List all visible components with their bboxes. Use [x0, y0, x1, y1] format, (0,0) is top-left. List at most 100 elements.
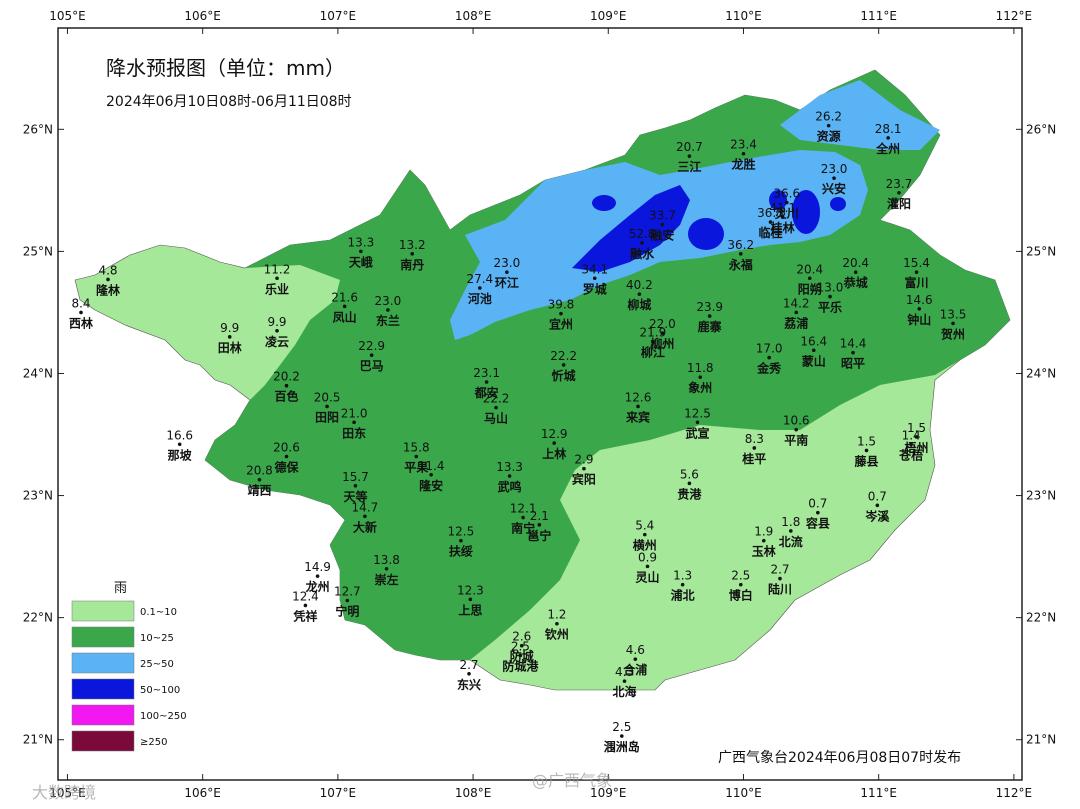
station: 23.0 兴安	[821, 162, 848, 196]
station-name: 巴马	[360, 359, 384, 373]
station: 23.9 鹿寨	[696, 300, 723, 334]
station: 36.6 灵川	[773, 187, 800, 221]
station-value: 22.2	[483, 392, 510, 406]
station-name: 平乐	[818, 300, 842, 315]
station-name: 罗城	[583, 281, 607, 296]
station-name: 北流	[779, 534, 803, 549]
station-dot	[828, 294, 832, 299]
lon-tick-label: 112°E	[996, 786, 1033, 800]
station-name: 临桂	[759, 225, 783, 240]
station-value: 21.6	[331, 290, 358, 304]
station-value: 23.0	[494, 256, 521, 270]
station-value: 2.7	[770, 563, 789, 577]
station: 20.8 靖西	[246, 464, 273, 498]
station: 16.4 蒙山	[800, 334, 827, 368]
station-dot	[275, 276, 279, 281]
station: 13.3 天峨	[347, 235, 374, 269]
station-name: 隆安	[419, 478, 443, 493]
station-name: 资源	[817, 129, 841, 144]
station-name: 马山	[484, 411, 508, 426]
station-dot	[738, 252, 743, 256]
lat-tick-label: 21°N	[1026, 733, 1056, 747]
station-dot	[761, 538, 766, 543]
station-name: 天等	[343, 489, 367, 504]
station-value: 2.5	[612, 720, 631, 734]
station-dot	[832, 176, 836, 180]
station-dot	[559, 311, 563, 316]
station-name: 岑溪	[864, 508, 890, 523]
station-dot	[342, 304, 347, 309]
watermark-brand: 大数跨境	[32, 783, 96, 802]
station-name: 凤山	[333, 309, 357, 324]
station-name: 田东	[342, 425, 366, 440]
station-dot	[633, 657, 638, 661]
station: 11.8 象州	[687, 361, 714, 395]
station: 12.4 凭祥	[292, 589, 319, 623]
station-value: 1.3	[673, 569, 692, 583]
station-value: 10.6	[783, 414, 810, 428]
station-name: 鹿寨	[698, 319, 722, 334]
station-value: 1.2	[547, 608, 566, 622]
station-name: 凌云	[265, 334, 289, 349]
station-dot	[303, 603, 308, 608]
station-value: 0.9	[638, 550, 657, 564]
station-dot	[645, 564, 650, 569]
station-name: 富川	[905, 275, 929, 290]
lon-tick-label: 107°E	[320, 786, 357, 800]
station-value: 11.2	[264, 262, 291, 276]
station-name: 陆川	[768, 582, 792, 597]
station-value: 34.1	[581, 262, 608, 276]
station-name: 忻城	[552, 368, 576, 383]
station-dot	[561, 363, 566, 367]
station-dot	[537, 523, 542, 527]
station: 22.9 巴马	[358, 339, 385, 373]
station: 36.3 临桂	[757, 206, 784, 240]
station-dot	[352, 420, 356, 425]
station-value: 12.5	[684, 406, 711, 420]
lon-tick-label: 107°E	[320, 9, 357, 23]
station-dot	[325, 404, 329, 409]
station-name: 柳州	[650, 336, 674, 351]
legend-label: ≥250	[140, 737, 167, 748]
station: 40.2 柳城	[626, 278, 653, 312]
station-dot	[897, 191, 901, 195]
station-value: 11.4	[418, 459, 445, 473]
station-value: 1.5	[907, 421, 926, 435]
station-name: 桂平	[741, 451, 766, 466]
station-value: 11.8	[687, 361, 714, 375]
rain-zone-level3	[450, 80, 940, 340]
station-name: 平南	[784, 433, 808, 448]
station-dot	[826, 123, 831, 128]
station: 26.2 资源	[815, 110, 842, 144]
station: 9.9 凌云	[265, 315, 289, 349]
station-value: 0.7	[868, 489, 887, 503]
station-name: 象州	[688, 380, 712, 395]
station-value: 2.7	[459, 658, 478, 672]
station-name: 兴安	[822, 181, 846, 196]
station-value: 4.6	[626, 643, 645, 657]
station-name: 防城港	[502, 658, 539, 673]
legend-label: 100~250	[140, 711, 187, 722]
station-value: 13.8	[373, 553, 400, 567]
station-value: 1.9	[754, 525, 773, 539]
station-value: 0.7	[808, 497, 827, 511]
station-layer: 4.8 隆林 8.4 西林 9.9 田林 11.2 乐业 9.9 凌云 13.3 天峨 13.2 南丹 21…	[69, 110, 966, 754]
station: 23.0 东兰	[375, 294, 402, 328]
station: 10.6 平南	[783, 414, 810, 448]
station-name: 柳城	[627, 297, 651, 312]
station: 2.7 东兴	[457, 658, 481, 692]
station-dot	[484, 380, 489, 384]
station-value: 20.4	[796, 262, 823, 276]
station-dot	[794, 427, 799, 432]
station: 36.2 永福	[727, 238, 754, 272]
station-value: 1.8	[781, 515, 800, 529]
longitude-ticks-top: 105°E 106°E 107°E 108°E 109°E 110°E 111°E 112°E	[49, 9, 1032, 34]
station-name: 北海	[612, 684, 636, 699]
station-name: 平果	[404, 460, 428, 474]
longitude-ticks-bottom: 105°E 106°E 107°E 108°E 109°E 110°E 111°E 112°E	[49, 774, 1032, 800]
station-name: 西林	[69, 315, 93, 330]
station-value: 20.6	[273, 440, 300, 454]
station-dot	[794, 310, 799, 315]
station-value: 12.9	[541, 427, 568, 441]
latitude-ticks-left: 26°N 25°N 24°N 23°N 22°N 21°N	[23, 122, 64, 747]
